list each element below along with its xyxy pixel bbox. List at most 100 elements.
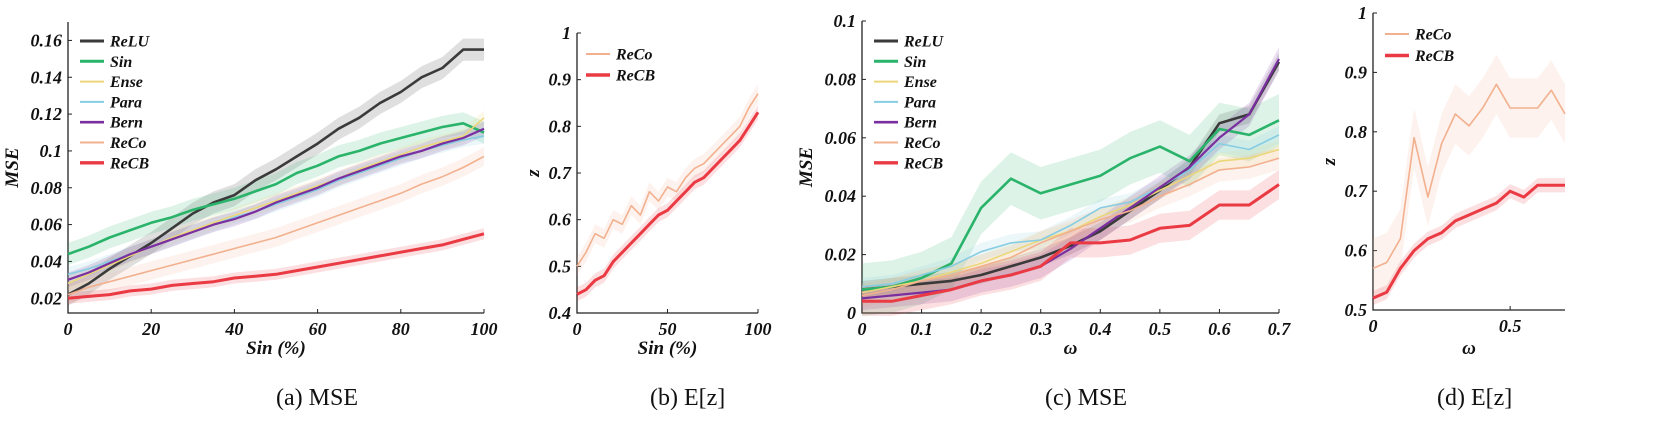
y-tick-label: 0.1 (834, 11, 857, 31)
y-tick-label: 0.6 (549, 210, 572, 230)
y-tick-label: 0.06 (825, 128, 857, 148)
series-line-reco (1372, 83, 1566, 270)
y-tick-label: 0.5 (1345, 300, 1368, 320)
x-tick-label: 0.6 (1208, 319, 1231, 339)
series-line-reco (861, 157, 1280, 297)
chart-panel-2: 0.4 0.5 0.6 0.7 0.8 0.9 1 0 50 100 Sin (%) z ReCo ReC… (523, 23, 772, 411)
y-tick-label: 0.4 (549, 303, 572, 323)
y-tick-label: 1 (562, 23, 571, 43)
series-line-recb (67, 232, 485, 300)
y-tick-label: 0.9 (1345, 62, 1368, 82)
y-tick-label: 0.7 (1345, 181, 1369, 201)
y-tick-label: 0.5 (549, 256, 572, 276)
y-tick-label: 0.08 (31, 178, 63, 198)
x-axis-label: ω (1462, 338, 1476, 359)
x-axis-label: ω (1064, 338, 1078, 359)
panel-caption: (b) E[z] (650, 385, 725, 411)
y-tick-label: 0.16 (31, 30, 63, 50)
y-tick-label: 0.02 (825, 245, 857, 265)
legend-label-ense: Ense (109, 74, 143, 91)
x-tick-label: 50 (659, 319, 677, 339)
y-axis-label: z (523, 169, 544, 178)
y-tick-label: 0.1 (40, 141, 63, 161)
x-tick-label: 0.3 (1029, 319, 1052, 339)
x-tick-label: 100 (471, 319, 498, 339)
band-reco (577, 84, 758, 276)
x-tick-label: 100 (745, 319, 772, 339)
legend-label-reco: ReCo (903, 135, 940, 152)
x-tick-label: 0 (1369, 316, 1378, 336)
y-tick-label: 0.6 (1345, 241, 1368, 261)
x-tick-label: 0 (858, 319, 867, 339)
legend-label-recb: ReCB (903, 155, 943, 172)
x-tick-label: 0 (573, 319, 582, 339)
legend-label-recb: ReCB (109, 155, 149, 172)
legend-label-relu: ReLU (903, 34, 945, 51)
y-tick-label: 1 (1358, 3, 1367, 23)
series-line-reco (576, 93, 759, 267)
legend-label-sin: Sin (904, 54, 926, 71)
y-tick-label: 0.9 (549, 70, 572, 90)
band-para (862, 126, 1279, 296)
legend-label-reco: ReCo (1414, 27, 1451, 44)
y-tick-label: 0.8 (549, 116, 572, 136)
x-tick-label: 0.2 (970, 319, 993, 339)
x-tick-label: 40 (224, 319, 243, 339)
x-tick-label: 0.5 (1499, 316, 1522, 336)
series-line-recb (576, 111, 760, 296)
y-tick-label: 0.8 (1345, 122, 1368, 142)
x-axis-label: Sin (%) (638, 338, 698, 359)
legend-label-para: Para (903, 94, 936, 111)
series-line-para (861, 134, 1280, 288)
series-line-recb (1372, 183, 1565, 300)
series-line-reco (67, 155, 485, 296)
band-para (68, 128, 484, 282)
series-line-recb (862, 183, 1280, 303)
panel-caption: (d) E[z] (1437, 385, 1512, 411)
legend-label-relu: ReLU (109, 34, 151, 51)
legend-label-reco: ReCo (615, 47, 652, 64)
y-tick-label: 0.14 (31, 67, 63, 87)
x-tick-label: 0 (64, 319, 73, 339)
panel-caption: (a) MSE (276, 385, 358, 411)
legend-label-ense: Ense (903, 74, 937, 91)
x-tick-label: 0.1 (910, 319, 933, 339)
series-line-sin (861, 119, 1280, 291)
y-axis-label: z (1319, 157, 1340, 166)
legend-label-para: Para (109, 94, 142, 111)
x-tick-label: 80 (392, 319, 410, 339)
y-axis-label: MSE (2, 147, 23, 188)
y-tick-label: 0.04 (825, 186, 857, 206)
legend-label-recb: ReCB (615, 68, 655, 85)
y-tick-label: 0.04 (31, 251, 63, 271)
y-tick-label: 0.02 (31, 288, 63, 308)
panel-caption: (c) MSE (1045, 385, 1127, 411)
series-line-bern (67, 127, 485, 281)
x-axis-label: Sin (%) (246, 338, 306, 359)
legend-label-bern: Bern (903, 115, 937, 132)
series-line-bern (861, 58, 1280, 300)
y-tick-label: 0 (847, 303, 856, 323)
y-tick-label: 0.06 (31, 215, 63, 235)
legend-label-reco: ReCo (109, 135, 146, 152)
x-tick-label: 60 (309, 319, 327, 339)
y-tick-label: 0.08 (825, 69, 857, 89)
chart-panel-3: 0 0.02 0.04 0.06 0.08 0.1 0 0.1 0.2 0.3 0.4 0.5 0.6 0… (796, 11, 1291, 411)
y-tick-label: 0.7 (549, 163, 573, 183)
legend-label-sin: Sin (110, 54, 132, 71)
legend-label-recb: ReCB (1414, 48, 1454, 65)
series-line-sin (67, 122, 485, 256)
legend-label-bern: Bern (109, 115, 143, 132)
band-reco (1373, 54, 1565, 299)
band-ense (862, 140, 1279, 302)
y-axis-label: MSE (796, 147, 817, 188)
x-tick-label: 0.7 (1268, 319, 1292, 339)
series-line-ense (67, 117, 485, 285)
band-recb (1373, 178, 1565, 306)
x-tick-label: 0.4 (1089, 319, 1112, 339)
band-sin (862, 94, 1279, 316)
x-tick-label: 20 (141, 319, 160, 339)
series-line-relu (861, 61, 1281, 291)
